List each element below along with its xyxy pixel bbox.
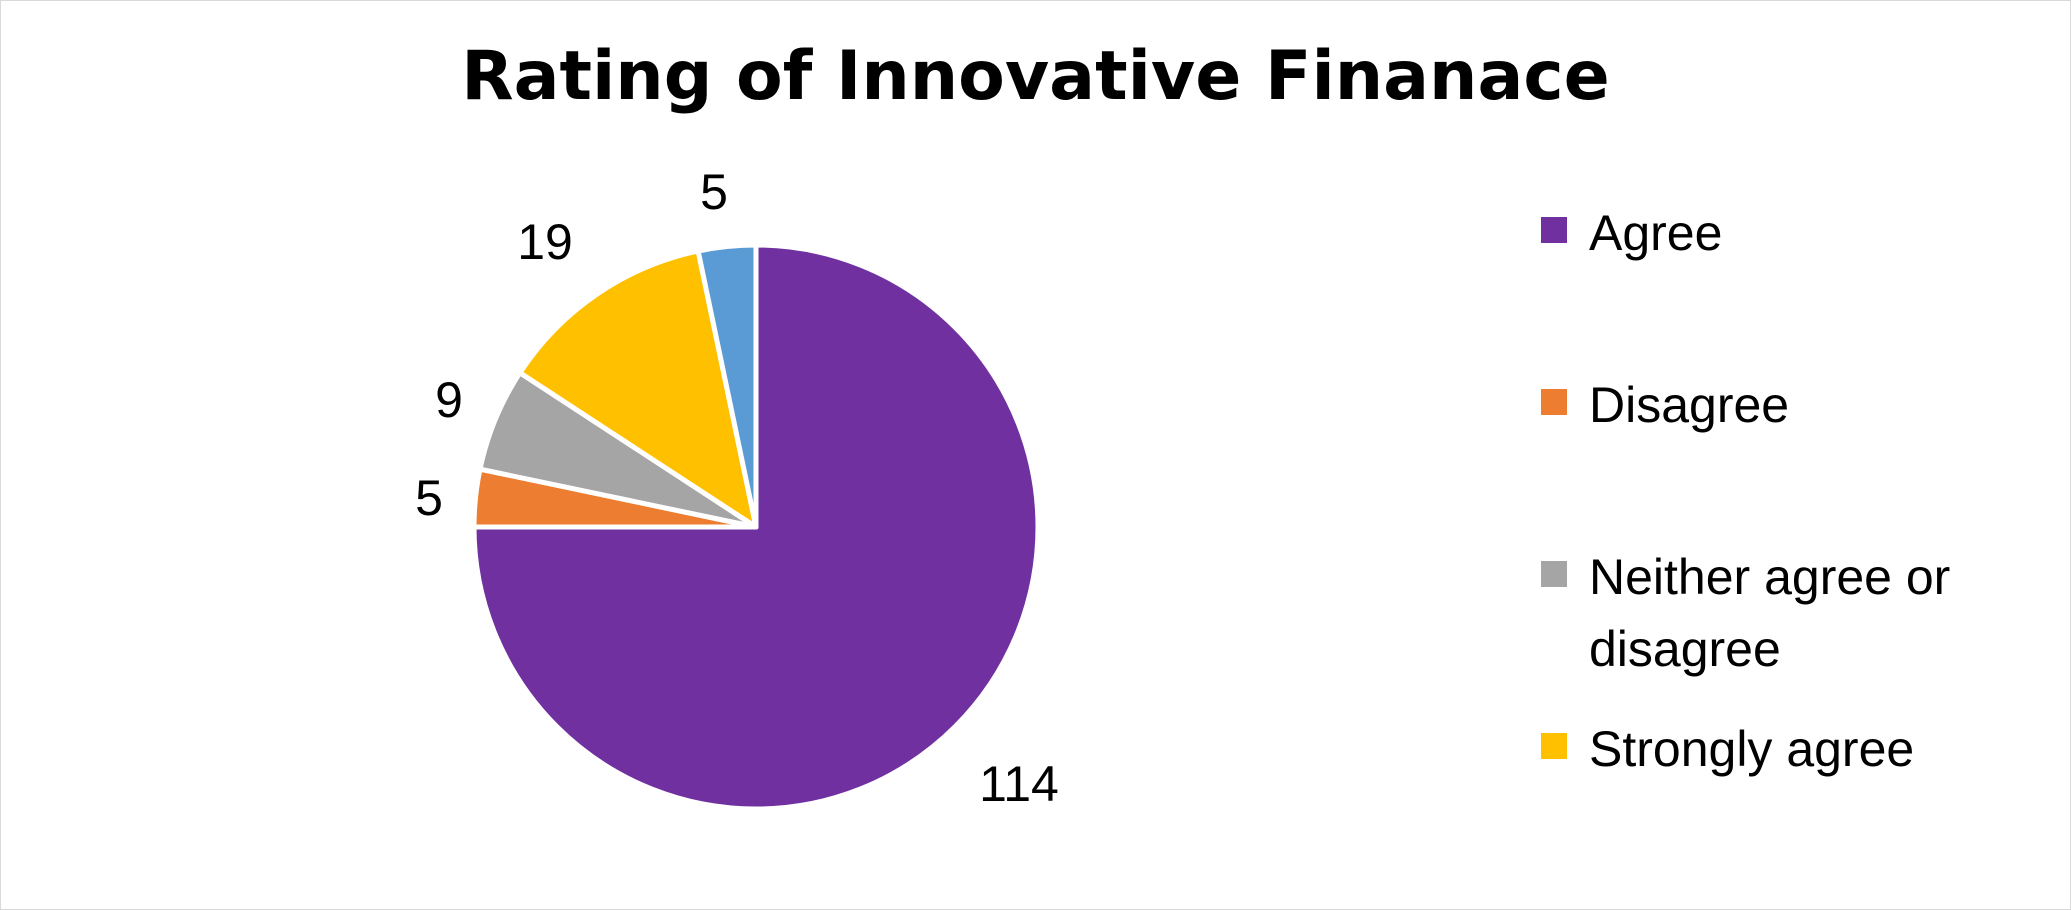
- legend-item-strongly-agree: Strongly agree: [1541, 713, 2039, 785]
- legend-label: Strongly agree: [1589, 721, 1915, 777]
- legend-label: Disagree: [1589, 377, 1790, 433]
- data-label-neither-agree-or-disagree: 9: [435, 372, 463, 428]
- pie-slice-unlabeled: [695, 242, 759, 530]
- data-label-agree: 114: [979, 756, 1059, 812]
- data-label-disagree: 5: [415, 470, 443, 526]
- legend-label: Agree: [1589, 205, 1723, 261]
- legend-swatch: [1541, 733, 1567, 759]
- legend-label: Neither agree or disagree: [1589, 549, 1951, 677]
- legend-swatch: [1541, 217, 1567, 243]
- legend-swatch: [1541, 561, 1567, 587]
- data-label-strongly-agree: 19: [517, 214, 573, 270]
- pie-slice-strongly-agree: [517, 248, 759, 530]
- pie-slice-agree: [471, 242, 1041, 812]
- legend-item-disagree: Disagree: [1541, 369, 2039, 441]
- legend-item-agree: Agree: [1541, 197, 2039, 269]
- legend-item-neither-agree-or-disagree: Neither agree or disagree: [1541, 541, 2039, 685]
- chart-title: Rating of Innovative Finanace: [461, 37, 1610, 116]
- data-label-unlabeled: 5: [700, 164, 728, 220]
- legend-swatch: [1541, 389, 1567, 415]
